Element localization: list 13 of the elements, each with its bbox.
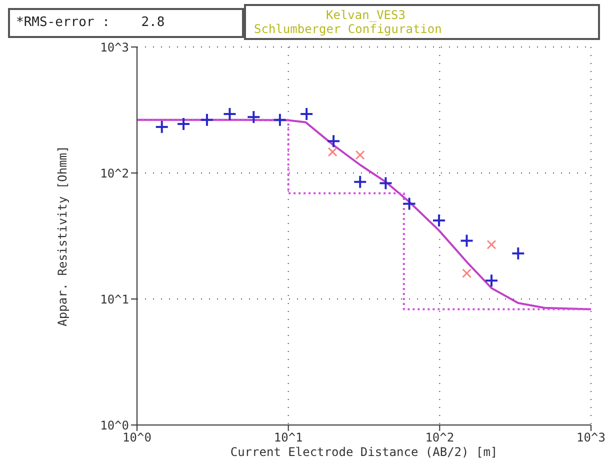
y-axis-title: Appar. Resistivity [Ohmm] — [55, 146, 70, 326]
chart-subtitle: Schlumberger Configuration — [253, 22, 443, 36]
y-tick-label: 10^0 — [100, 418, 129, 432]
y-tick-label: 10^2 — [100, 166, 129, 180]
x-tick-label: 10^0 — [122, 430, 152, 445]
x-tick-label: 10^1 — [274, 430, 303, 445]
y-tick-label: 10^1 — [100, 292, 129, 306]
x-axis-title: Current Electrode Distance (AB/2) [m] — [230, 445, 498, 459]
x-tick-label: 10^2 — [425, 430, 454, 445]
chart-title: Kelvan_VES3 — [325, 8, 406, 22]
text: *RMS-error : 2.8 — [8, 8, 244, 38]
x-tick-label: 10^3 — [576, 430, 606, 445]
y-tick-label: 10^3 — [100, 40, 129, 54]
